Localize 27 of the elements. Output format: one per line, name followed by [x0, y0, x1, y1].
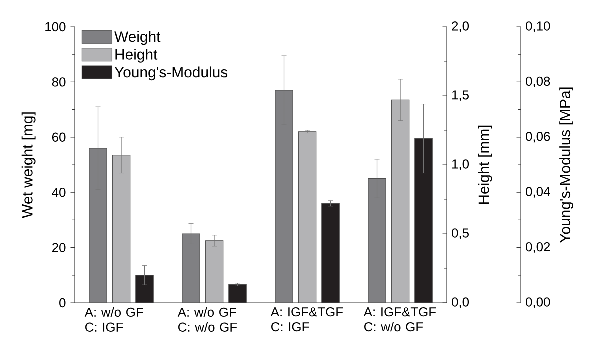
x-tick-label: A: IGF&TGF C: IGF	[270, 308, 344, 332]
y-tick-label: 40	[52, 188, 66, 198]
y3-tick-label: 0,10	[526, 22, 550, 32]
y-tick-label: 60	[52, 132, 66, 142]
x-tick-label: A: w/o GF C: IGF	[84, 308, 144, 332]
y2-tick-label: 1,5	[452, 90, 469, 102]
y2-tick-label: 2,0	[452, 22, 470, 32]
y2-axis-title: Height [mm]	[478, 126, 492, 204]
y2-tick-label: 0,0	[452, 298, 470, 308]
x-tick-label: A: IGF&TGF C: w/o GF	[364, 308, 436, 332]
y3-tick-label: 0,06	[526, 132, 550, 143]
y-tick-label: 20	[52, 243, 66, 252]
y-tick-label: 100	[46, 22, 66, 32]
y3-axis-title: Young's-Modulus [MPa]	[560, 88, 574, 244]
y-tick-label: 0	[60, 298, 66, 308]
y3-tick-label: 0,08	[526, 76, 550, 88]
legend-label: Weight	[114, 31, 161, 46]
y2-tick-label: 0,5	[452, 228, 469, 240]
legend-label: Height	[116, 48, 158, 63]
y-axis-title: Wet weight [mg]	[22, 112, 36, 218]
y2-tick-label: 1,0	[452, 160, 470, 170]
y3-tick-label: 0,00	[526, 298, 550, 308]
legend-label: Young's-Modulus	[114, 66, 228, 81]
y3-tick-label: 0,02	[526, 242, 550, 254]
y-tick-label: 80	[52, 78, 66, 87]
y3-tick-label: 0,04	[526, 187, 550, 198]
x-tick-label: A: w/o GF C: w/o GF	[178, 308, 238, 332]
